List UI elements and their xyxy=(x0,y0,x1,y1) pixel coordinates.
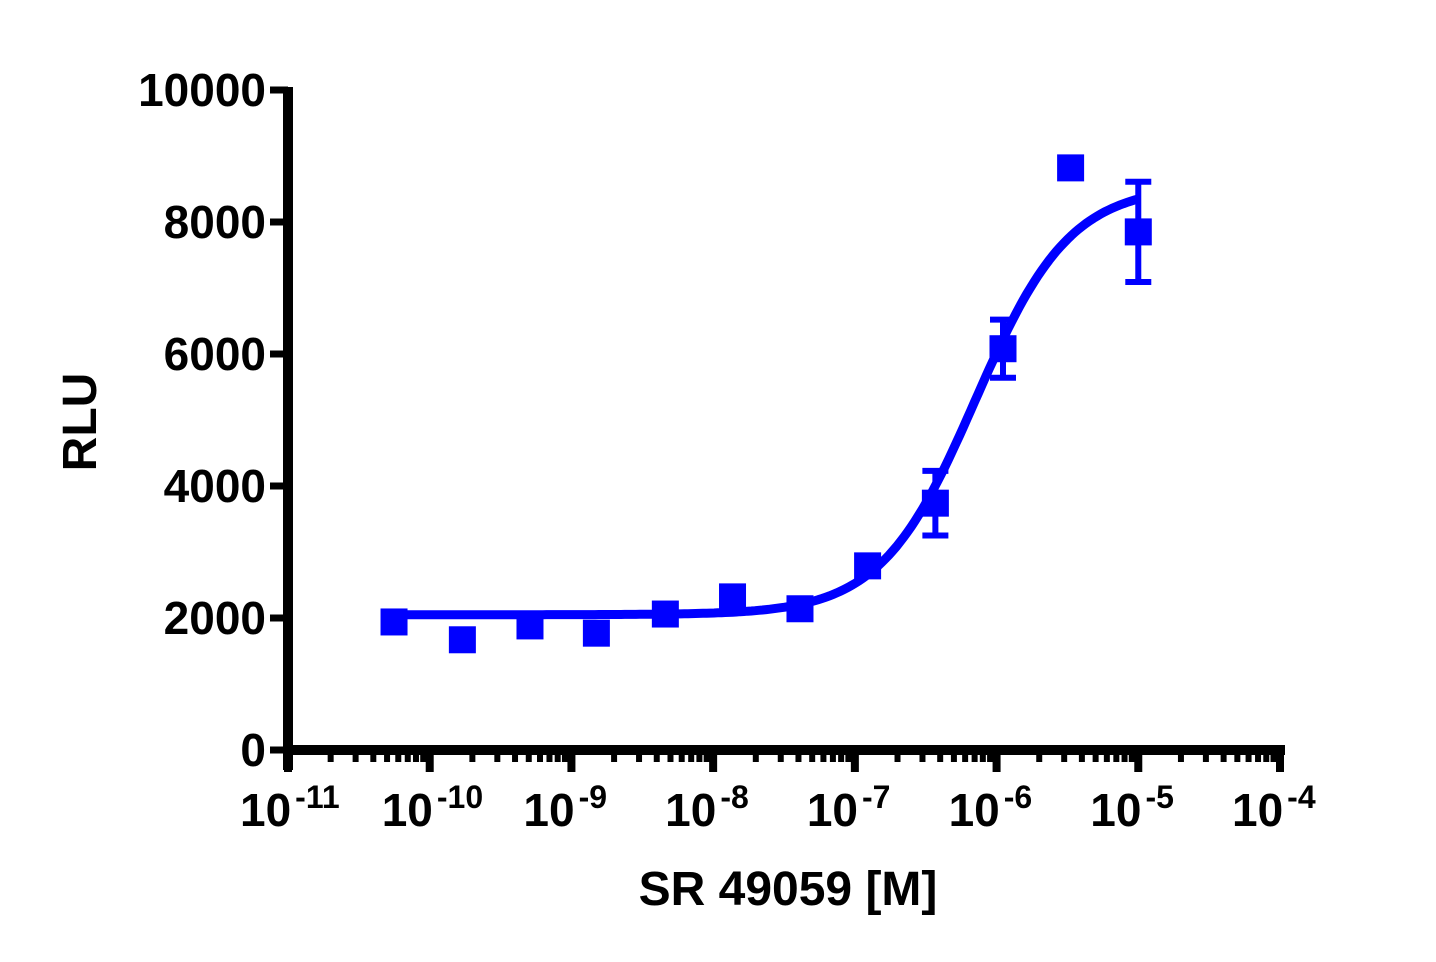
y-tick-label: 4000 xyxy=(164,460,266,512)
x-tick-label: 10 -5 xyxy=(1090,779,1174,836)
x-tick-label: 10 -9 xyxy=(523,779,607,836)
data-point-square xyxy=(854,552,882,580)
data-point-square xyxy=(989,335,1017,363)
y-tick-label: 0 xyxy=(240,724,266,776)
data-point-square xyxy=(448,626,476,654)
x-tick-label: 10 -4 xyxy=(1232,779,1316,836)
x-tick-label: 10 -7 xyxy=(807,779,891,836)
fit-curve xyxy=(394,194,1140,620)
data-point-square xyxy=(516,612,544,640)
plot-area xyxy=(380,154,1152,654)
y-tick-label: 2000 xyxy=(164,592,266,644)
x-tick-label: 10 -10 xyxy=(382,779,483,836)
x-tick-label: 10 -6 xyxy=(949,779,1033,836)
y-axis-label: RLU xyxy=(54,373,107,472)
x-tick-label: 10 -8 xyxy=(665,779,749,836)
axes: 0 2000 4000 6000 8000 10000 10 -11 10 -10 10 -9 10 -8… xyxy=(138,64,1316,836)
x-axis-label: SR 49059 [M] xyxy=(639,863,938,916)
data-point-square xyxy=(719,583,747,611)
data-point-square xyxy=(582,619,610,647)
y-tick-label: 8000 xyxy=(164,196,266,248)
data-point-square xyxy=(651,600,679,628)
data-point-square xyxy=(1124,218,1152,246)
x-tick-label: 10 -11 xyxy=(240,779,340,836)
y-tick-label: 10000 xyxy=(138,64,266,116)
y-tick-label: 6000 xyxy=(164,328,266,380)
data-point-square xyxy=(921,489,949,517)
data-point-square xyxy=(786,595,814,623)
data-point-square xyxy=(380,608,408,636)
data-point-square xyxy=(1057,154,1085,182)
